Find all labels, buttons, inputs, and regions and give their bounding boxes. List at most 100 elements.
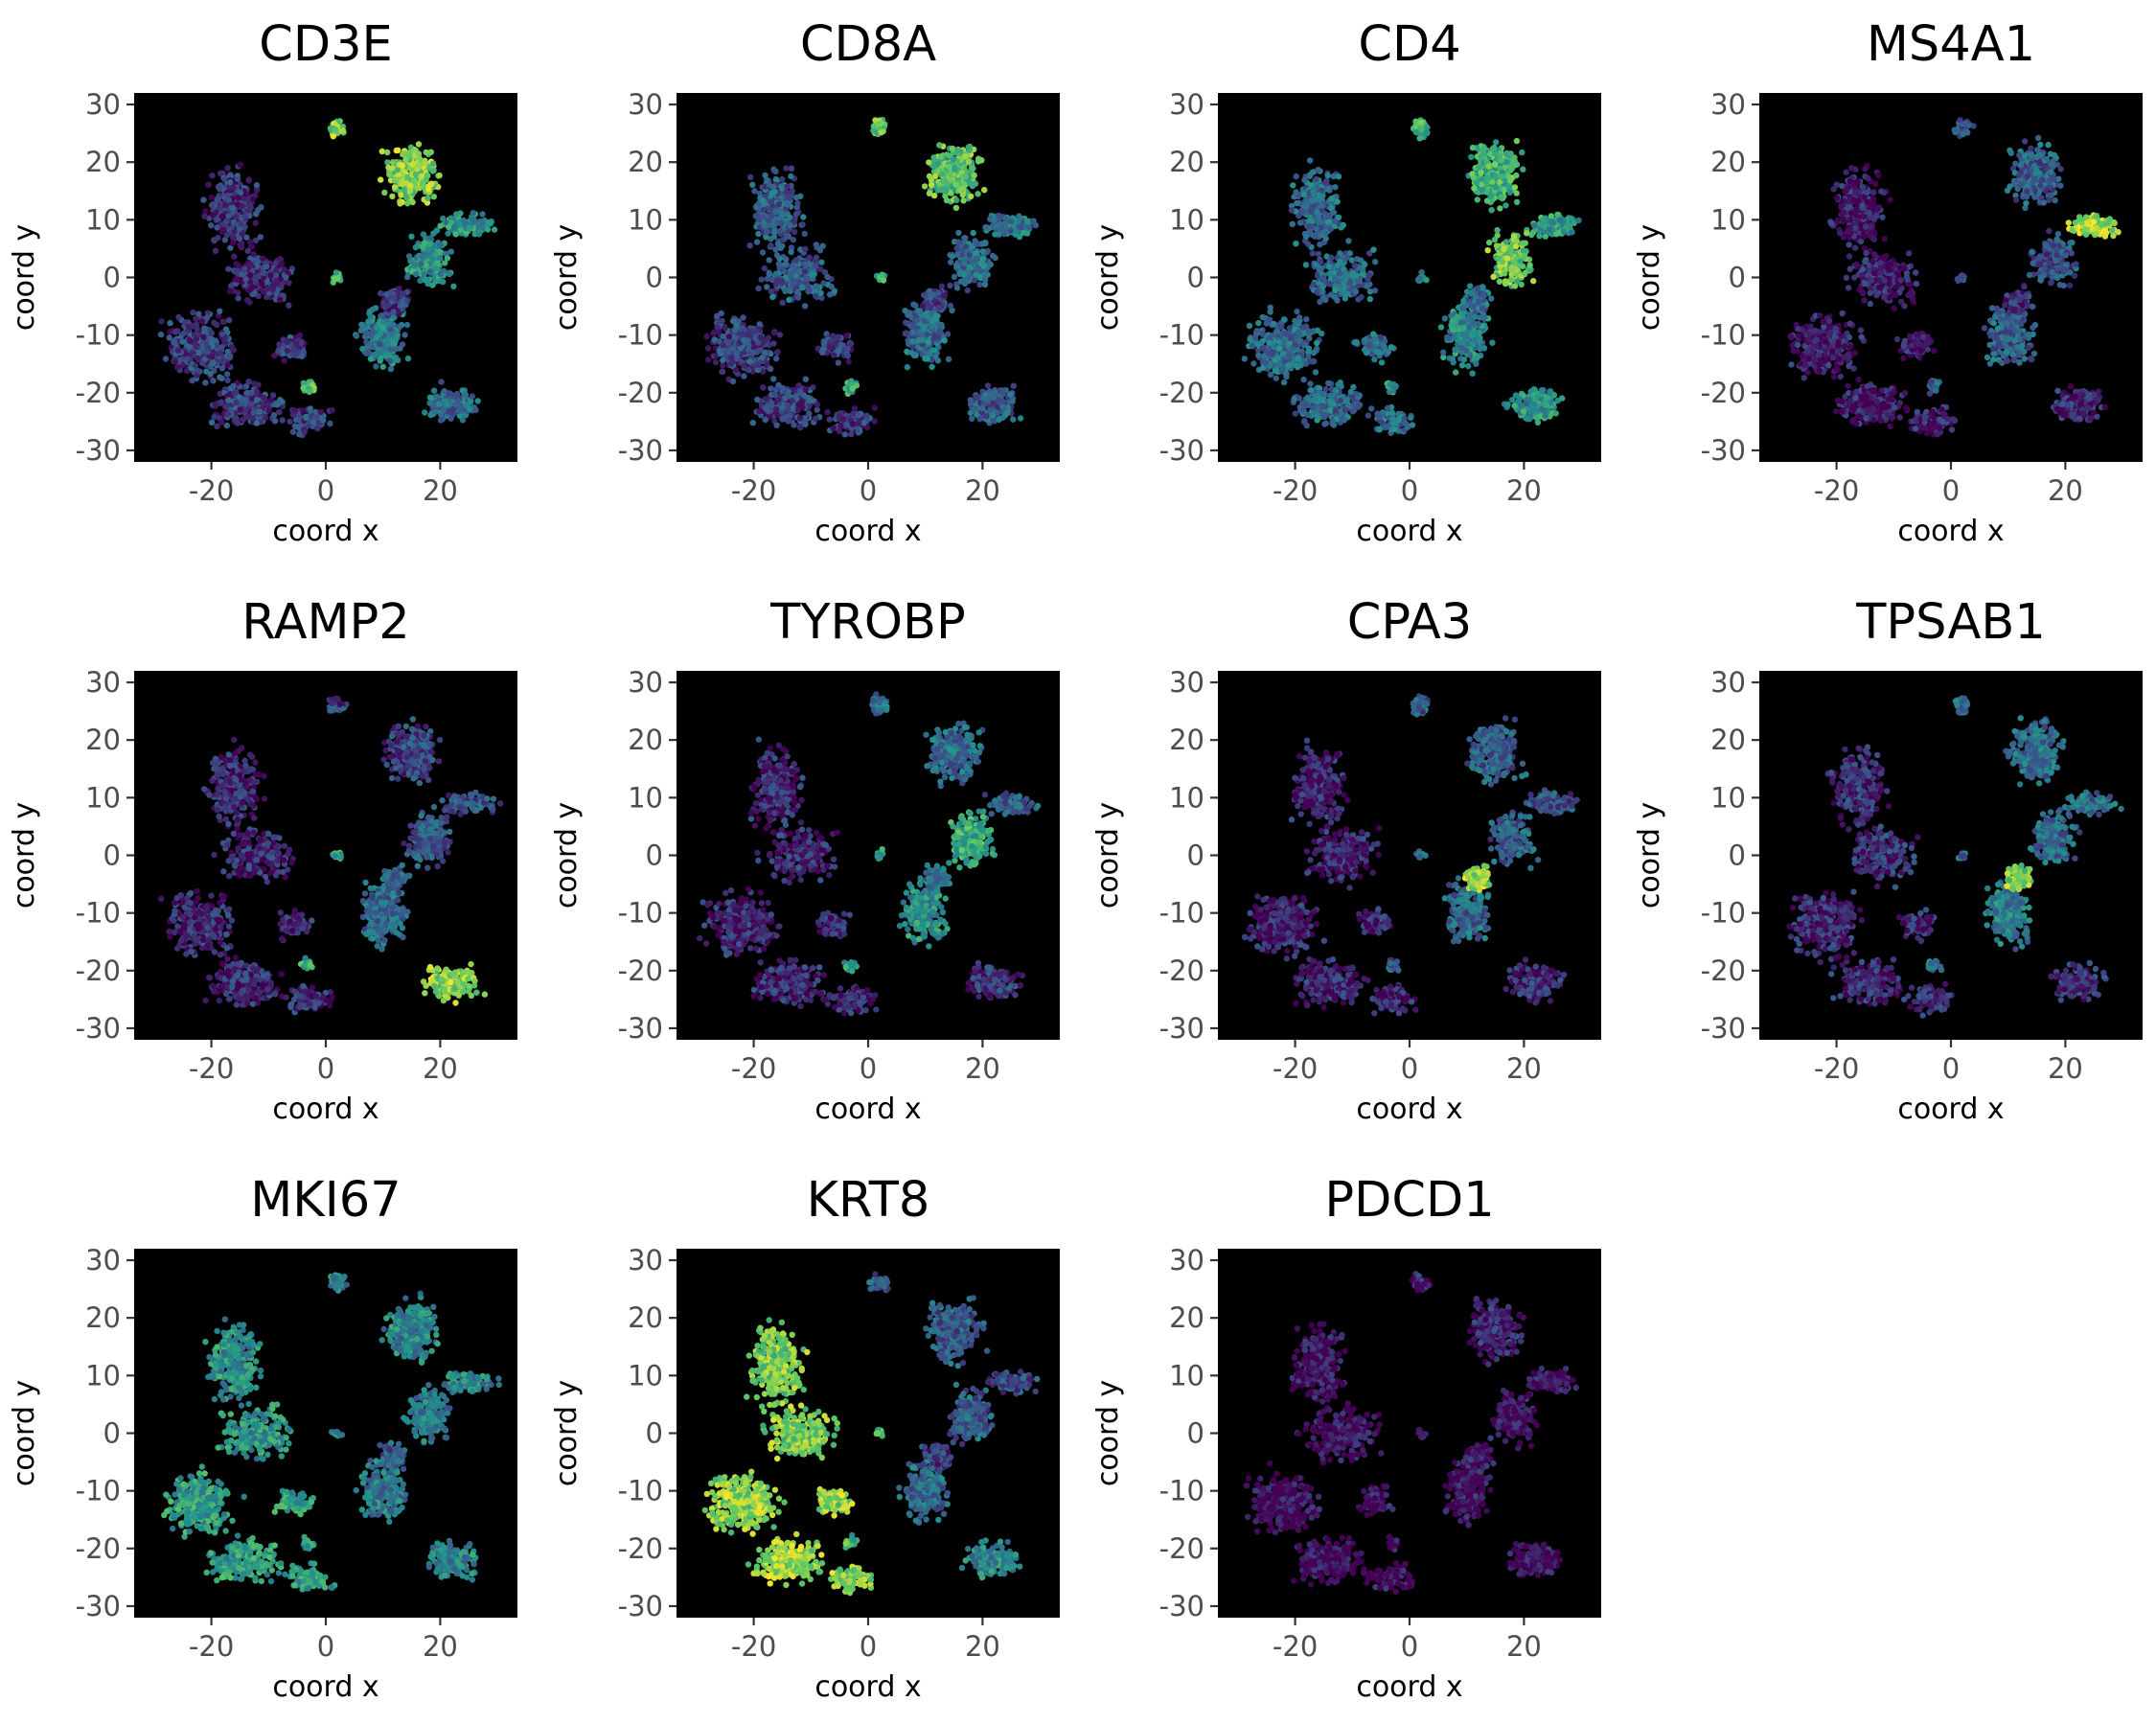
data-point: [1304, 200, 1310, 206]
data-point: [718, 351, 723, 356]
data-point: [224, 378, 230, 383]
data-point: [307, 389, 312, 395]
y-axis-title: coord y: [8, 224, 41, 331]
data-point: [956, 240, 962, 245]
data-point: [207, 371, 213, 377]
data-point: [730, 318, 736, 324]
data-point: [264, 264, 269, 269]
x-tick-label: 20: [423, 474, 458, 507]
y-tick-label: 30: [85, 88, 121, 121]
data-point: [229, 205, 235, 211]
data-point: [476, 231, 482, 237]
data-point: [874, 122, 880, 127]
data-point: [224, 423, 230, 428]
data-point: [787, 215, 792, 220]
data-point: [782, 396, 788, 402]
data-point: [768, 366, 773, 372]
data-point: [936, 142, 942, 148]
data-point: [282, 357, 287, 363]
data-point: [952, 182, 958, 188]
data-point: [427, 268, 433, 274]
data-point: [766, 334, 771, 340]
data-point: [950, 253, 955, 259]
data-point: [779, 176, 785, 182]
data-point: [271, 412, 277, 418]
y-tick-label: 10: [85, 203, 121, 236]
data-point: [1341, 265, 1346, 271]
y-tick-label: 30: [628, 88, 663, 121]
data-point: [1332, 218, 1338, 224]
data-point: [258, 234, 264, 240]
data-point: [158, 332, 164, 337]
data-point: [235, 195, 241, 200]
data-point: [359, 346, 365, 352]
data-point: [1000, 390, 1006, 396]
data-point: [802, 263, 808, 268]
data-point: [974, 265, 979, 271]
data-point: [1317, 242, 1322, 247]
data-point: [398, 193, 403, 198]
data-point: [204, 314, 210, 320]
data-point: [719, 310, 724, 316]
data-point: [799, 221, 805, 227]
data-point: [962, 173, 968, 179]
data-point: [385, 340, 391, 346]
data-point: [333, 126, 338, 132]
data-point: [955, 230, 961, 236]
data-point: [980, 248, 986, 254]
data-point: [385, 302, 391, 308]
data-point: [204, 349, 210, 355]
data-point: [215, 235, 220, 241]
data-point: [768, 199, 773, 205]
data-point: [238, 406, 243, 412]
data-point: [935, 305, 941, 310]
data-point: [968, 397, 974, 402]
data-point: [1358, 294, 1364, 300]
data-point: [925, 356, 930, 361]
data-point: [793, 195, 799, 200]
data-point: [1345, 238, 1351, 243]
data-point: [397, 200, 402, 206]
data-point: [712, 336, 718, 342]
data-point: [910, 302, 916, 308]
data-point: [294, 351, 300, 356]
data-point: [768, 288, 774, 294]
data-point: [785, 220, 791, 226]
data-point: [388, 346, 394, 352]
data-point: [741, 337, 746, 343]
data-point: [797, 388, 803, 394]
data-point: [971, 230, 976, 236]
data-point: [300, 385, 306, 391]
data-point: [863, 413, 869, 419]
data-point: [856, 429, 861, 435]
data-point: [384, 150, 390, 155]
data-point: [965, 288, 971, 293]
data-point: [390, 159, 396, 165]
data-point: [827, 417, 833, 423]
data-point: [730, 379, 736, 384]
data-point: [751, 188, 757, 194]
data-point: [788, 249, 793, 255]
data-point: [209, 420, 215, 426]
data-point: [908, 324, 914, 330]
data-point: [784, 233, 790, 239]
y-axis-title: coord y: [550, 224, 584, 331]
data-point: [992, 231, 998, 237]
y-tick-label: -30: [76, 434, 121, 467]
data-point: [231, 253, 237, 259]
data-point: [919, 337, 925, 343]
data-point: [213, 248, 218, 254]
data-point: [452, 231, 458, 237]
data-point: [430, 161, 436, 167]
data-point: [466, 225, 471, 231]
data-point: [932, 354, 938, 359]
data-point: [785, 406, 791, 412]
data-point: [292, 407, 298, 413]
data-point: [270, 282, 276, 288]
x-tick-label: -20: [189, 474, 234, 507]
data-point: [778, 211, 784, 217]
data-point: [963, 243, 969, 249]
data-point: [770, 376, 776, 381]
data-point: [1297, 219, 1303, 225]
data-point: [310, 419, 316, 425]
